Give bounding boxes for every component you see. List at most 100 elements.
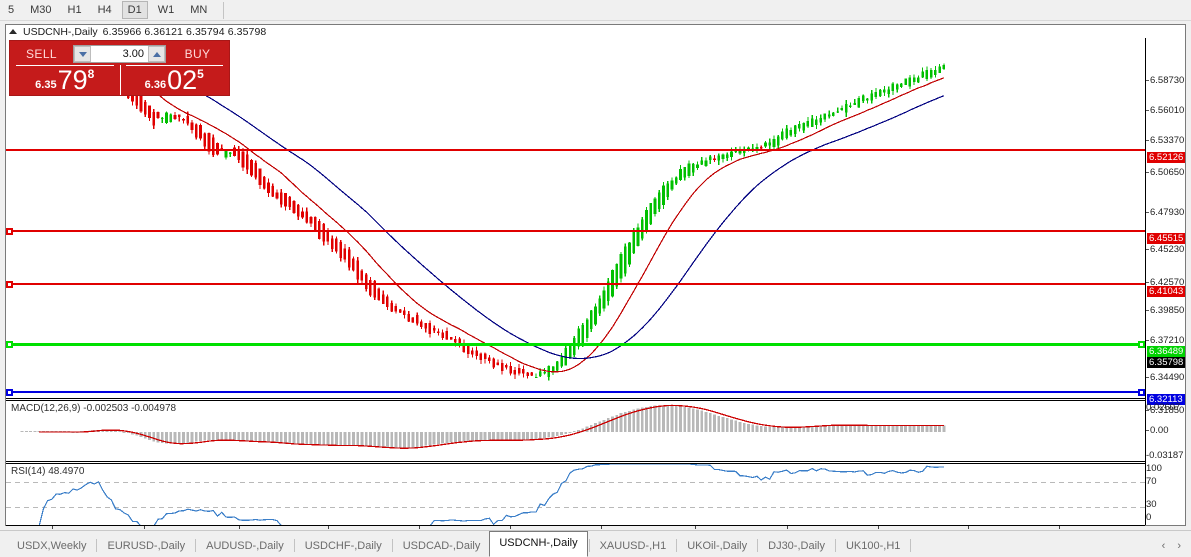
timeframe-button-w1[interactable]: W1: [157, 4, 175, 16]
level-handle[interactable]: [6, 341, 13, 348]
price-tick: 6.56010: [1146, 106, 1184, 116]
level-line-red[interactable]: [6, 149, 1145, 151]
collapse-triangle-icon[interactable]: [9, 29, 17, 34]
level-handle[interactable]: [1138, 389, 1145, 396]
rsi-scale-tick: 0: [1146, 512, 1152, 523]
price-tick: 6.34490: [1146, 373, 1184, 383]
tab-scroll-left-icon[interactable]: ‹: [1161, 540, 1166, 552]
chart-tab[interactable]: EURUSD-,Daily: [107, 540, 186, 552]
chart-tab-active[interactable]: USDCNH-,Daily: [489, 531, 588, 557]
price-level-label[interactable]: 6.41043: [1147, 286, 1186, 297]
tab-divider: [195, 539, 197, 552]
price-tick: 6.37210: [1146, 336, 1184, 346]
rsi-plot-area[interactable]: [6, 464, 1145, 525]
one-click-trading-panel: SELL 3.00 BUY 6.35 79 8 6.36: [9, 40, 230, 96]
macd-scale-tick: 0.02607: [1146, 402, 1181, 413]
price-tick: 6.42570: [1146, 278, 1184, 288]
chevron-up-icon: [152, 51, 161, 57]
date-tick: [52, 526, 53, 529]
level-line-blue[interactable]: [6, 391, 1145, 393]
macd-scale-tick: -0.03187: [1146, 450, 1184, 461]
tab-scroll-right-icon[interactable]: ›: [1177, 540, 1181, 552]
price-tick: 6.50650: [1146, 168, 1184, 178]
sell-divider: [16, 65, 114, 66]
buy-price-fraction: 5: [197, 67, 204, 81]
rsi-scale-tick: 70: [1146, 476, 1157, 487]
price-level-label[interactable]: 6.52126: [1147, 152, 1186, 163]
timeframe-button-m5[interactable]: 5: [8, 4, 15, 16]
level-handle[interactable]: [6, 281, 13, 288]
timeframe-button-h1[interactable]: H1: [67, 4, 82, 16]
date-tick: [601, 526, 602, 529]
buy-price-big: 02: [167, 65, 198, 95]
tab-divider: [391, 539, 393, 552]
chart-tab[interactable]: DJ30-,Daily: [768, 540, 825, 552]
level-line-red[interactable]: [6, 283, 1145, 285]
price-level-label[interactable]: 6.35798: [1147, 357, 1186, 368]
tab-divider: [588, 539, 590, 552]
volume-increment-button[interactable]: [148, 46, 165, 62]
chart-tab[interactable]: USDX,Weekly: [17, 540, 87, 552]
chart-header: USDCNH-,Daily 6.35966 6.36121 6.35794 6.…: [6, 25, 1185, 38]
price-pane: [6, 38, 1145, 399]
date-tick: [239, 526, 240, 529]
timeframe-button-mn[interactable]: MN: [190, 4, 208, 16]
macd-scale-tick: 0.00: [1146, 426, 1169, 436]
price-level-label[interactable]: 6.45515: [1147, 233, 1186, 244]
buy-divider: [125, 65, 223, 66]
price-tick: 6.53370: [1146, 136, 1184, 146]
tab-scroll-controls: ‹ ›: [1162, 540, 1191, 557]
macd-pane: MACD(12,26,9) -0.002503 -0.004978: [6, 400, 1145, 462]
one-click-trading-header: SELL 3.00 BUY: [10, 41, 229, 65]
volume-input-group[interactable]: 3.00: [73, 45, 166, 63]
rsi-scale-tick: 100: [1146, 463, 1162, 474]
chart-symbol-label: USDCNH-,Daily: [23, 25, 98, 38]
date-tick: [328, 526, 329, 529]
toolbar-divider: [223, 1, 225, 19]
sell-price-big: 79: [57, 65, 88, 95]
price-level-label[interactable]: 6.32113: [1147, 394, 1185, 405]
level-line-green[interactable]: [6, 343, 1145, 346]
chart-window: USDCNH-,Daily 6.35966 6.36121 6.35794 6.…: [5, 24, 1186, 540]
tab-divider: [676, 539, 678, 552]
timeframe-button-d1[interactable]: D1: [121, 1, 148, 19]
date-tick: [1059, 526, 1060, 529]
timeframe-toolbar: 5 M30 H1 H4 D1 W1 MN: [0, 0, 1191, 21]
volume-input[interactable]: 3.00: [91, 46, 148, 62]
chart-tab[interactable]: AUDUSD-,Daily: [206, 540, 284, 552]
price-scale[interactable]: 6.58730 6.56010 6.53370 6.50650 6.47930 6.452…: [1146, 38, 1186, 525]
date-tick: [878, 526, 879, 529]
tab-divider: [910, 539, 912, 552]
rsi-scale-tick: 30: [1146, 499, 1157, 510]
price-tick: 6.39850: [1146, 306, 1184, 316]
chart-tab[interactable]: USDCHF-,Daily: [304, 540, 382, 552]
chart-tab[interactable]: XAUUSD-,H1: [599, 540, 667, 552]
chart-ohlc-values: 6.35966 6.36121 6.35794 6.35798: [102, 25, 267, 38]
level-line-red[interactable]: [6, 230, 1145, 232]
chart-tab[interactable]: UKOil-,Daily: [687, 540, 748, 552]
price-tick: 6.31850: [1146, 406, 1184, 416]
chart-tab[interactable]: USDCAD-,Daily: [402, 540, 481, 552]
rsi-label: RSI(14) 48.4970: [11, 466, 85, 477]
timeframe-button-m30[interactable]: M30: [30, 4, 52, 16]
level-handle[interactable]: [6, 389, 13, 396]
chevron-down-icon: [78, 51, 87, 57]
buy-button[interactable]: BUY: [184, 47, 211, 61]
level-handle[interactable]: [6, 228, 13, 235]
level-handle[interactable]: [1138, 341, 1145, 348]
buy-price-area[interactable]: 6.36 02 5: [120, 65, 230, 95]
date-tick: [695, 526, 696, 529]
volume-decrement-button[interactable]: [74, 46, 91, 62]
tab-divider: [757, 539, 759, 552]
sell-price-prefix: 6.35: [35, 79, 57, 91]
tab-divider: [293, 539, 295, 552]
chart-tab[interactable]: UK100-,H1: [845, 540, 901, 552]
chart-tab-bar: USDX,Weekly EURUSD-,Daily AUDUSD-,Daily USD…: [0, 530, 1191, 557]
timeframe-button-h4[interactable]: H4: [97, 4, 112, 16]
macd-plot-area[interactable]: [6, 401, 1145, 461]
price-level-label[interactable]: 6.36489: [1147, 346, 1186, 357]
sell-price-area[interactable]: 6.35 79 8: [10, 65, 120, 95]
date-tick: [419, 526, 420, 529]
price-tick: 6.45230: [1146, 245, 1184, 255]
sell-button[interactable]: SELL: [26, 47, 57, 61]
